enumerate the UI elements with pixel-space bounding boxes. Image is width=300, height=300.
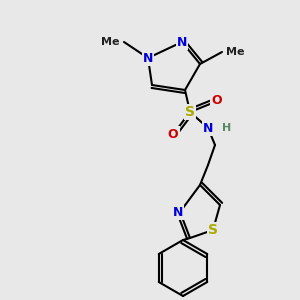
- Text: N: N: [173, 206, 183, 218]
- Text: N: N: [143, 52, 153, 64]
- Text: H: H: [222, 123, 231, 133]
- Text: O: O: [212, 94, 222, 106]
- Text: Me: Me: [226, 47, 244, 57]
- Text: S: S: [208, 223, 218, 237]
- Text: O: O: [168, 128, 178, 140]
- Text: N: N: [177, 35, 187, 49]
- Text: Me: Me: [101, 37, 120, 47]
- Text: N: N: [203, 122, 213, 134]
- Text: S: S: [185, 105, 195, 119]
